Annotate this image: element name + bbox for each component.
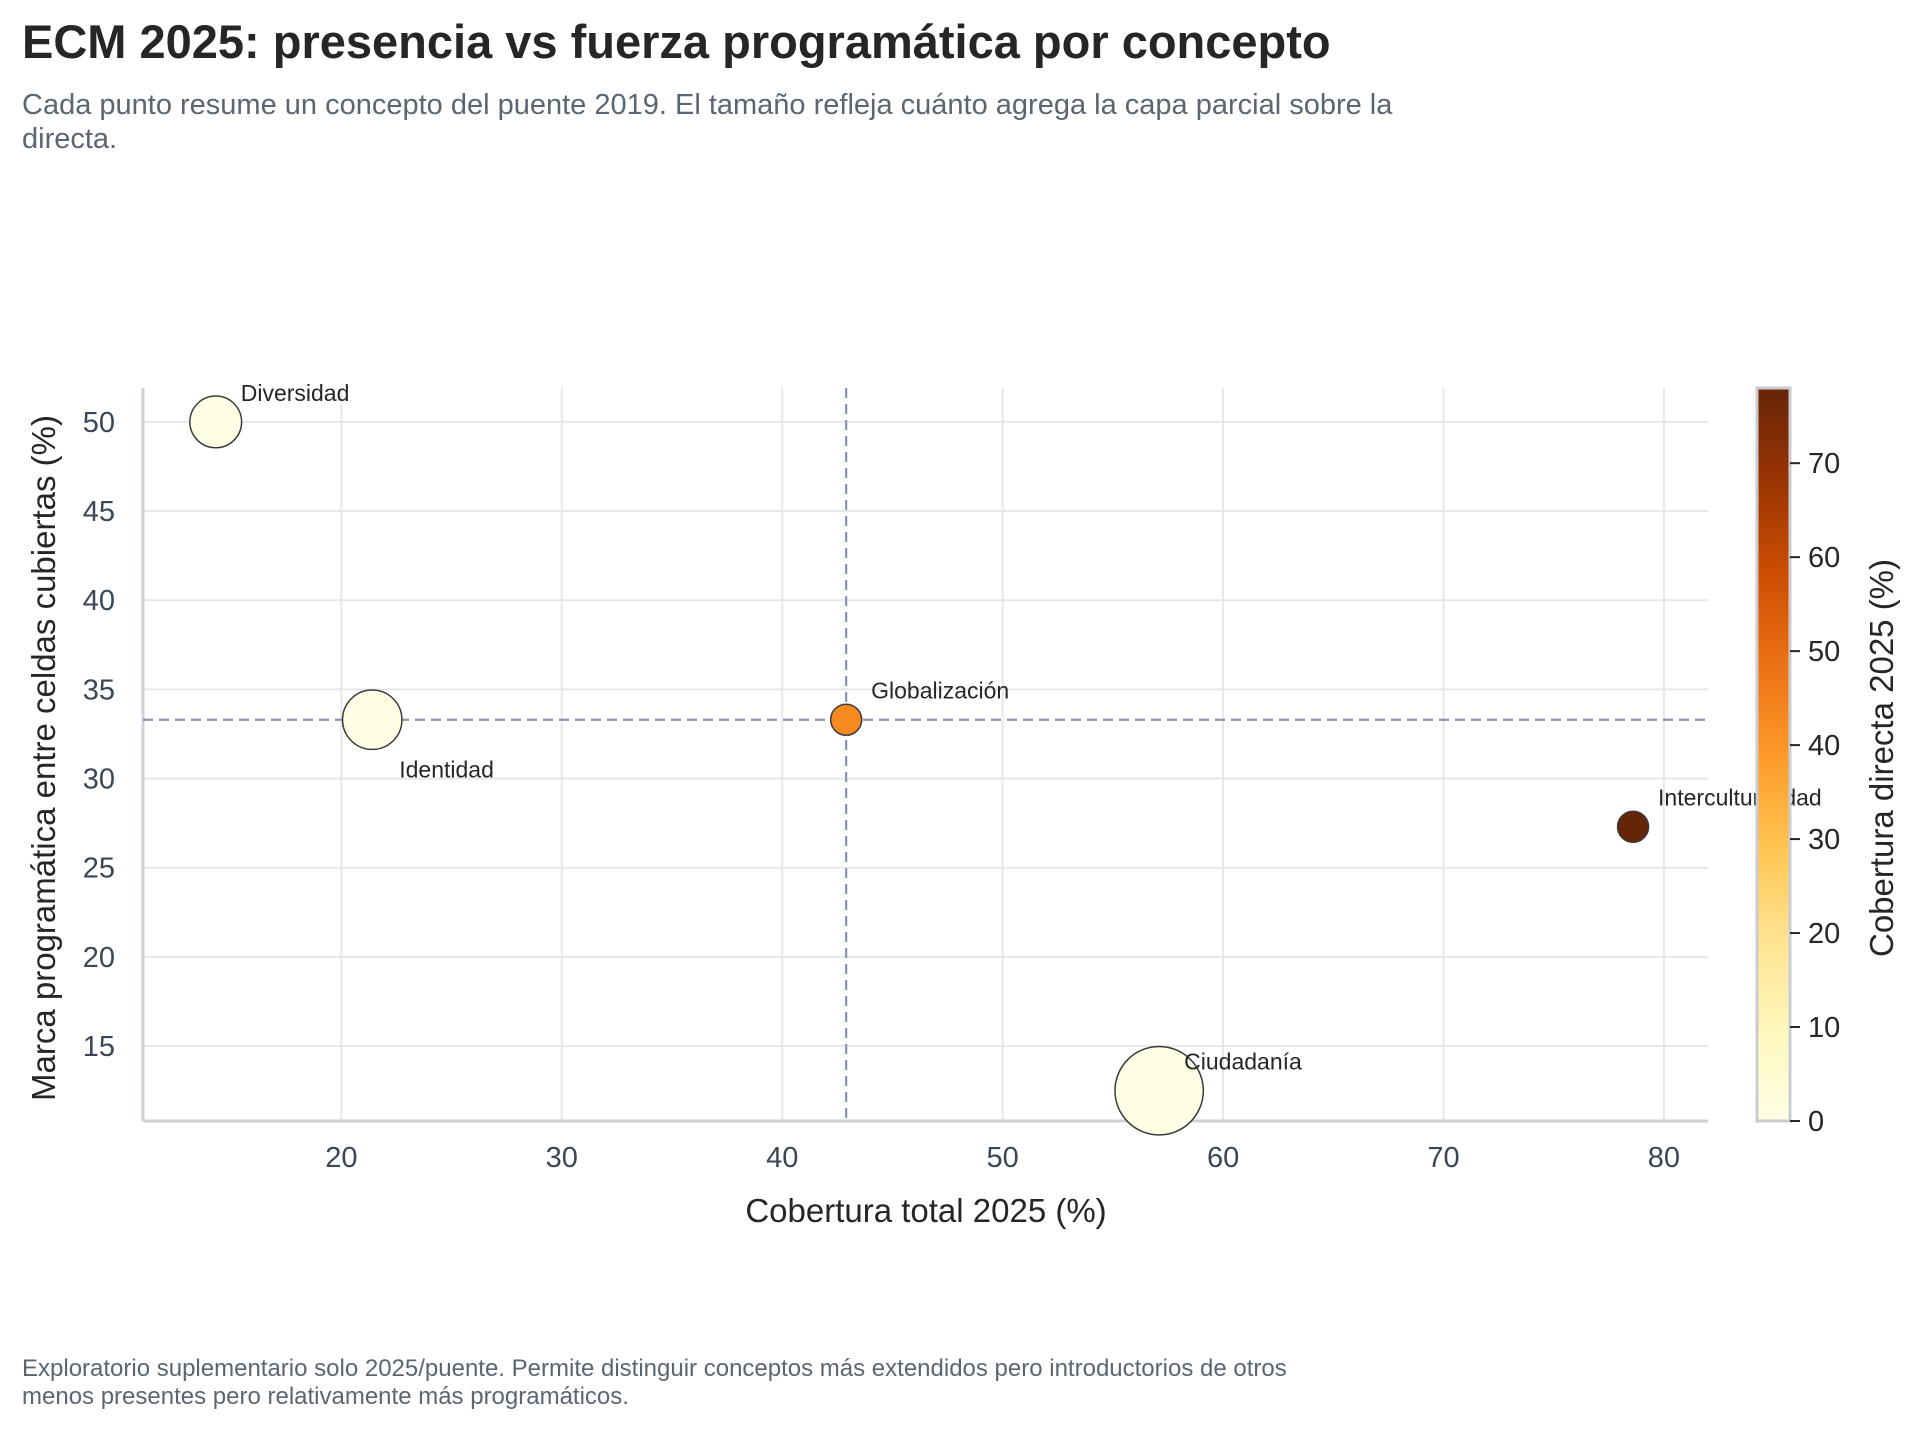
- y-tick-label: 15: [83, 1031, 115, 1063]
- x-tick-label: 20: [325, 1142, 357, 1174]
- x-tick-label: 40: [766, 1142, 798, 1174]
- data-point: [189, 395, 243, 449]
- point-label: Identidad: [399, 757, 494, 783]
- point-label: Interculturalidad: [1658, 785, 1822, 811]
- tick-labels: 20 30 40 50 60 70 80 15 20 25 30 35 40 45 50: [83, 407, 1680, 1174]
- y-tick-label: 40: [83, 585, 115, 617]
- colorbar-label: Cobertura directa 2025 (%): [1863, 559, 1900, 957]
- point-label: Diversidad: [241, 380, 350, 406]
- colorbar-tick-label: 40: [1808, 730, 1840, 762]
- colorbar-tick-label: 20: [1808, 918, 1840, 950]
- y-tick-label: 45: [83, 496, 115, 528]
- x-tick-label: 30: [546, 1142, 578, 1174]
- y-tick-label: 20: [83, 942, 115, 974]
- data-point: [341, 689, 403, 751]
- x-tick-label: 80: [1648, 1142, 1680, 1174]
- point-label: Ciudadanía: [1184, 1049, 1302, 1075]
- x-tick-label: 60: [1207, 1142, 1239, 1174]
- point-label: Globalización: [871, 678, 1009, 704]
- chart-subtitle: Cada punto resume un concepto del puente…: [22, 89, 1393, 155]
- y-axis-label: Marca programática entre celdas cubierta…: [25, 415, 62, 1101]
- y-tick-label: 30: [83, 764, 115, 796]
- x-tick-label: 50: [987, 1142, 1019, 1174]
- x-tick-label: 70: [1427, 1142, 1459, 1174]
- data-point: [829, 703, 863, 736]
- data-point: [1114, 1045, 1205, 1136]
- footnote: Exploratorio suplementario solo 2025/pue…: [22, 1355, 1287, 1410]
- colorbar-tick-label: 0: [1808, 1106, 1824, 1138]
- axes: [141, 388, 1708, 1123]
- reference-lines: [143, 388, 1708, 1121]
- y-tick-label: 50: [83, 407, 115, 439]
- colorbar: 0 10 20 30 40 50 60 70: [1755, 386, 1840, 1138]
- data-points: [189, 395, 1650, 1136]
- colorbar-tick-label: 60: [1808, 542, 1840, 574]
- point-labels: Diversidad Identidad Globalización Intercul…: [241, 380, 1822, 1075]
- chart-title: ECM 2025: presencia vs fuerza programáti…: [22, 15, 1331, 68]
- colorbar-tick-label: 30: [1808, 824, 1840, 856]
- x-axis-label: Cobertura total 2025 (%): [745, 1192, 1106, 1229]
- grid-lines: [143, 388, 1708, 1121]
- y-tick-label: 25: [83, 853, 115, 885]
- colorbar-tick-label: 50: [1808, 636, 1840, 668]
- colorbar-tick-label: 10: [1808, 1012, 1840, 1044]
- y-tick-label: 35: [83, 674, 115, 706]
- data-point: [1616, 810, 1650, 843]
- colorbar-tick-label: 70: [1808, 448, 1840, 480]
- colorbar-gradient: [1755, 386, 1792, 1123]
